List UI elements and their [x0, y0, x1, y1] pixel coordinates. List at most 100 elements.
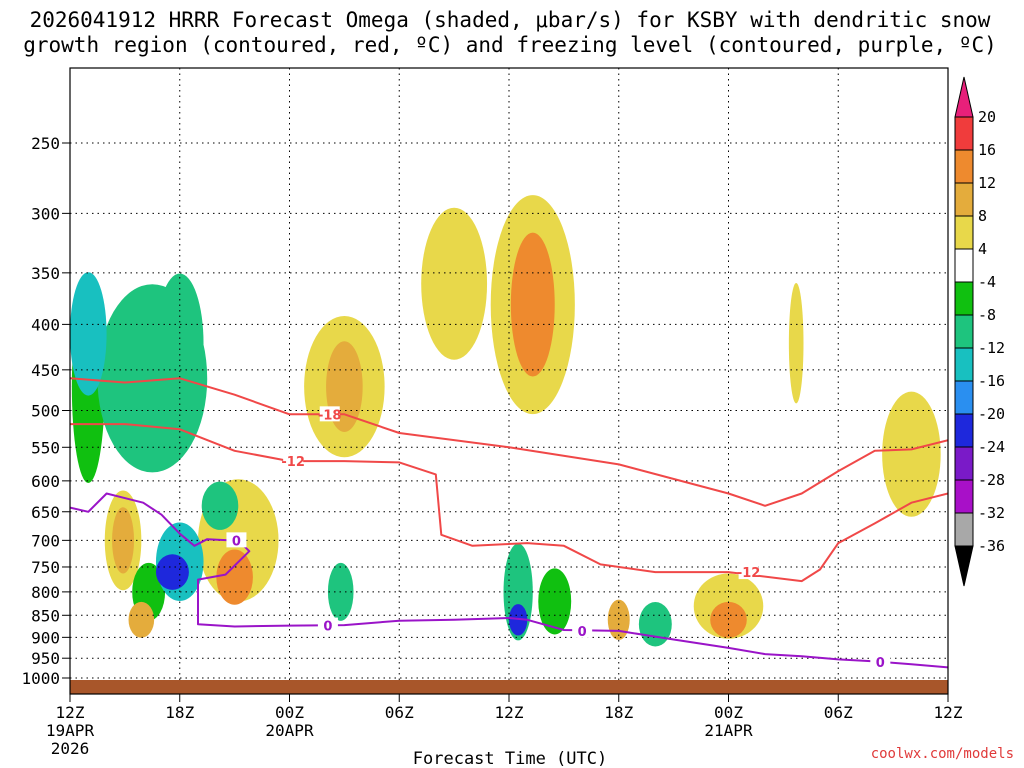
omega-cell	[70, 272, 107, 396]
colorbar-swatch	[954, 314, 974, 349]
y-tick-label: 250	[31, 134, 60, 153]
colorbar-label: -20	[978, 405, 1005, 423]
colorbar-label: 20	[978, 108, 996, 126]
colorbar-swatch	[954, 149, 974, 184]
omega-cell	[607, 599, 630, 641]
y-tick-label: 650	[31, 503, 60, 522]
y-tick-label: 350	[31, 264, 60, 283]
chart-title-line1: 2026041912 HRRR Forecast Omega (shaded, …	[30, 8, 991, 32]
omega-cell	[510, 232, 555, 377]
colorbar-label: -32	[978, 504, 1005, 522]
omega-colorbar: 20 16 12 8 4 -4 -8 -12 -16 -20 -24 -28 -32 -36	[954, 76, 1005, 587]
omega-shading	[70, 195, 941, 647]
x-tick-label: 12Z	[495, 703, 524, 722]
colorbar-swatch	[954, 380, 974, 415]
freezing-level-label-4-bg	[870, 654, 891, 670]
omega-cell	[538, 568, 572, 635]
x-tick-year-label: 2026	[51, 739, 90, 758]
x-axis-label: Forecast Time (UTC)	[413, 749, 607, 768]
x-tick-date-label: 21APR	[704, 721, 753, 740]
y-tick-label: 750	[31, 558, 60, 577]
x-tick-label: 12Z	[934, 703, 963, 722]
contour-lines: -18 -12 -12 0 0 0 0	[70, 377, 948, 671]
freezing-level-label-4: 0	[876, 656, 885, 671]
isotherm-minus12-label: -12	[281, 455, 305, 470]
y-tick-label: 950	[31, 649, 60, 668]
colorbar-label: -16	[978, 372, 1005, 390]
x-tick-label: 18Z	[165, 703, 194, 722]
x-tick-label: 12Z	[56, 703, 85, 722]
x-tick-label: 00Z	[275, 703, 304, 722]
freezing-level-label: 0	[232, 534, 241, 549]
freezing-level-label-3-bg	[572, 622, 593, 638]
y-tick-label: 300	[31, 204, 60, 223]
x-tick-label: 06Z	[385, 703, 414, 722]
freezing-level-label-2-bg	[317, 617, 338, 633]
y-tick-label: 900	[31, 628, 60, 647]
colorbar-top-arrow	[954, 76, 974, 118]
colorbar-label: 12	[978, 174, 996, 192]
y-tick-label: 700	[31, 531, 60, 550]
colorbar-label: -8	[978, 306, 996, 324]
x-tick-label: 00Z	[714, 703, 743, 722]
y-tick-label: 450	[31, 361, 60, 380]
y-tick-label: 800	[31, 583, 60, 602]
y-tick-label: 850	[31, 606, 60, 625]
y-tick-label: 1000	[21, 669, 60, 688]
isotherm-minus12-line	[70, 423, 948, 583]
colorbar-label: 16	[978, 141, 996, 159]
isotherm-minus12-label-bg	[283, 453, 304, 469]
omega-cell	[638, 602, 672, 647]
colorbar-label: -28	[978, 471, 1005, 489]
gridlines	[69, 68, 949, 694]
x-tick-date-label: 20APR	[265, 721, 314, 740]
colorbar-label: -4	[978, 273, 996, 291]
colorbar-swatch	[954, 446, 974, 481]
freezing-level-label-3: 0	[578, 625, 587, 640]
chart-title-line2: growth region (contoured, red, ºC) and f…	[23, 33, 997, 57]
freezing-level-line	[70, 492, 948, 669]
colorbar-swatch	[954, 512, 974, 547]
isotherm-minus18-label-bg	[319, 406, 340, 422]
omega-cell	[155, 554, 189, 590]
credit-text[interactable]: coolwx.com/models	[871, 746, 1014, 762]
colorbar-swatch	[954, 116, 974, 151]
x-tick-label: 18Z	[604, 703, 633, 722]
colorbar-swatch	[954, 281, 974, 316]
colorbar-swatch	[954, 248, 974, 283]
omega-cell	[882, 391, 941, 517]
colorbar-label: -36	[978, 537, 1005, 555]
omega-cell	[128, 601, 155, 638]
freezing-level-label-bg	[226, 532, 247, 548]
omega-cell	[788, 283, 804, 404]
omega-cell	[710, 601, 747, 638]
y-tick-label: 600	[31, 472, 60, 491]
colorbar-swatch	[954, 347, 974, 382]
colorbar-label: 4	[978, 240, 987, 258]
omega-cell	[421, 207, 488, 360]
x-tick-date-label: 19APR	[46, 721, 95, 740]
ground-terrain-bar	[70, 680, 948, 694]
y-tick-label: 500	[31, 402, 60, 421]
y-axis-pressure-ticks: 250 300 350 400 450 500 550 600 650 700 750 800 850 9…	[21, 134, 70, 688]
y-tick-label: 400	[31, 315, 60, 334]
isotherm-minus18-line	[70, 377, 948, 507]
colorbar-swatch	[954, 479, 974, 514]
isotherm-minus12-label-2: -12	[737, 566, 761, 581]
isotherm-minus18-label: -18	[318, 408, 342, 423]
omega-cell	[201, 481, 239, 530]
colorbar-swatch	[954, 413, 974, 448]
colorbar-swatch	[954, 182, 974, 217]
colorbar-label: -24	[978, 438, 1005, 456]
colorbar-label: 8	[978, 207, 987, 225]
colorbar-bottom-arrow	[954, 545, 974, 587]
colorbar-label: -12	[978, 339, 1005, 357]
isotherm-minus12-label-2-bg	[738, 564, 759, 580]
omega-cell	[216, 549, 253, 605]
x-tick-label: 06Z	[824, 703, 853, 722]
freezing-level-label-2: 0	[323, 620, 332, 635]
omega-cell	[112, 507, 135, 574]
y-tick-label: 550	[31, 438, 60, 457]
